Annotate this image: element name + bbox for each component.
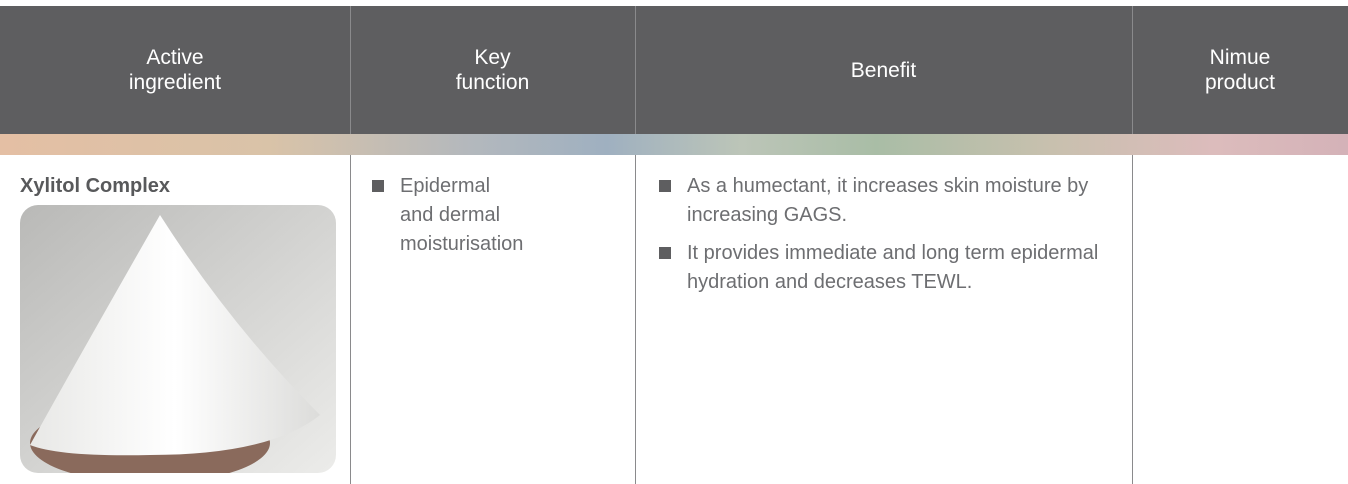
- function-cell: Epidermal and dermal moisturisation: [370, 172, 523, 268]
- header-text: Key function: [455, 46, 530, 94]
- column-divider: [350, 6, 351, 134]
- header-text: Nimue product: [1204, 46, 1276, 94]
- column-divider: [635, 6, 636, 134]
- ingredient-photo: [20, 205, 336, 473]
- function-list: Epidermal and dermal moisturisation: [370, 172, 523, 259]
- column-divider: [1132, 6, 1133, 134]
- header-cell: Key function: [350, 6, 635, 134]
- column-divider: [350, 155, 351, 484]
- header-text: Active ingredient: [128, 46, 222, 94]
- column-divider: [1132, 155, 1133, 484]
- function-item: Epidermal and dermal moisturisation: [370, 172, 523, 259]
- benefit-item: As a humectant, it increases skin moistu…: [657, 172, 1112, 230]
- header-text: Benefit: [850, 58, 917, 82]
- column-divider: [635, 155, 636, 484]
- color-strip: [0, 134, 1348, 155]
- ingredient-name: Xylitol Complex: [20, 175, 171, 197]
- benefit-item: It provides immediate and long term epid…: [657, 239, 1112, 297]
- header-cell: Nimue product: [1132, 6, 1348, 134]
- header-cell: Benefit: [635, 6, 1132, 134]
- table-header: Active ingredient Key function Benefit N…: [0, 6, 1348, 134]
- benefit-cell: As a humectant, it increases skin moistu…: [657, 172, 1112, 306]
- header-cell: Active ingredient: [0, 6, 350, 134]
- benefit-list: As a humectant, it increases skin moistu…: [657, 172, 1112, 297]
